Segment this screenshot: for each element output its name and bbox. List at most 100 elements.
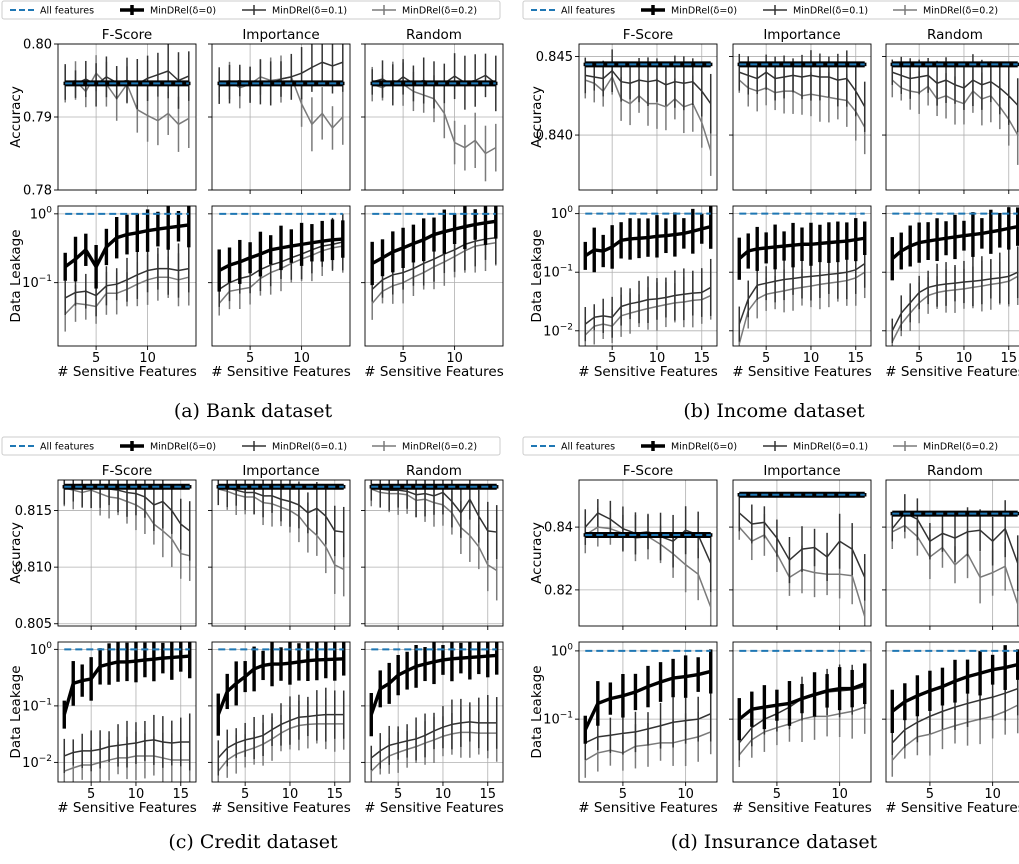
panel-title: F-Score bbox=[623, 463, 673, 479]
leakage-panel-1: 5 10 15 bbox=[208, 641, 351, 802]
x-tick-label: 10 bbox=[128, 787, 145, 802]
x-axis-label: # Sensitive Features bbox=[578, 364, 718, 380]
x-tick-label: 5 bbox=[762, 351, 770, 366]
panel-frame bbox=[578, 479, 718, 627]
x-tick-label: 15 bbox=[1000, 351, 1017, 366]
accuracy-panel-0: 0.82 0.84 bbox=[544, 479, 718, 630]
panel-series bbox=[216, 642, 346, 782]
legend-mindrel-0-label: MinDRel(δ=0) bbox=[671, 6, 737, 17]
panel-frame bbox=[578, 43, 718, 191]
panel-title: Importance bbox=[242, 27, 319, 43]
accuracy-panel-0: 0.805 0.810 0.815 bbox=[15, 479, 197, 632]
accuracy-axis-label: Accuracy bbox=[8, 522, 24, 584]
panel-series bbox=[370, 53, 498, 182]
panel-title: Importance bbox=[763, 463, 840, 479]
x-tick-label: 15 bbox=[326, 787, 343, 802]
panel-series bbox=[63, 206, 191, 332]
panel-frame bbox=[732, 205, 872, 347]
y-tick-label: 100 bbox=[30, 641, 53, 658]
leakage-panel-2: 5 10 15 bbox=[882, 205, 1019, 366]
leakage-panel-0: 5 10 15 10−2 10−1 100 bbox=[543, 205, 718, 366]
panel-frame bbox=[364, 641, 504, 783]
panel-frame bbox=[732, 479, 872, 627]
y-tick-label: 100 bbox=[30, 205, 53, 222]
legend-mindrel-02-label: MinDRel(δ=0.2) bbox=[402, 6, 477, 17]
leakage-panel-2: 5 10 15 bbox=[361, 641, 504, 802]
y-tick-label: 10−2 bbox=[543, 322, 573, 339]
panel-frame bbox=[364, 479, 504, 627]
panel-title: F-Score bbox=[102, 27, 152, 43]
x-axis-label: # Sensitive Features bbox=[364, 800, 504, 816]
x-tick-label: 5 bbox=[92, 351, 100, 366]
accuracy-axis-label: Accuracy bbox=[8, 86, 24, 148]
x-tick-label: 5 bbox=[394, 787, 402, 802]
panel-title: Importance bbox=[763, 27, 840, 43]
subfigure-caption: (a) Bank dataset bbox=[174, 400, 333, 422]
accuracy-panel-1 bbox=[208, 43, 351, 194]
panel-frame bbox=[211, 205, 351, 347]
x-axis-label: # Sensitive Features bbox=[211, 364, 351, 380]
panel-series bbox=[216, 480, 346, 597]
x-tick-label: 10 bbox=[803, 351, 820, 366]
x-tick-label: 5 bbox=[399, 351, 407, 366]
panel-series bbox=[583, 49, 713, 176]
panel-title: Random bbox=[406, 463, 462, 479]
x-tick-label: 15 bbox=[847, 351, 864, 366]
panel-title: Random bbox=[927, 27, 983, 43]
panel-series bbox=[62, 642, 192, 782]
leakage-axis-label: Data Leakage bbox=[8, 229, 24, 322]
subfigure-caption: (d) Insurance dataset bbox=[671, 831, 878, 853]
accuracy-axis-label: Accuracy bbox=[529, 522, 545, 584]
panel-series bbox=[217, 212, 345, 316]
leakage-panel-1: 5 10 bbox=[729, 641, 872, 802]
legend-all-features-label: All features bbox=[561, 442, 615, 453]
y-tick-label: 0.78 bbox=[23, 184, 52, 199]
x-tick-label: 5 bbox=[87, 787, 95, 802]
panel-series bbox=[370, 206, 498, 320]
legend-mindrel-0-label: MinDRel(δ=0) bbox=[150, 6, 216, 17]
accuracy-panel-1 bbox=[208, 479, 351, 630]
x-axis-label: # Sensitive Features bbox=[57, 800, 197, 816]
legend-all-features-label: All features bbox=[40, 442, 94, 453]
x-tick-label: 5 bbox=[773, 787, 781, 802]
y-tick-label: 0.805 bbox=[15, 617, 52, 632]
panel-series bbox=[737, 212, 867, 346]
x-tick-label: 10 bbox=[293, 351, 310, 366]
subfigure-4: All features MinDRel(δ=0) MinDRel(δ=0.1) Mi… bbox=[522, 436, 1019, 853]
y-tick-label: 0.82 bbox=[544, 583, 573, 598]
panel-frame bbox=[732, 43, 872, 191]
panel-frame bbox=[885, 43, 1019, 191]
y-tick-label: 100 bbox=[551, 205, 574, 222]
panel-series bbox=[890, 54, 1019, 165]
x-tick-label: 10 bbox=[446, 351, 463, 366]
leakage-axis-label: Data Leakage bbox=[529, 665, 545, 758]
y-tick-label: 10−1 bbox=[22, 274, 52, 291]
x-axis-label: # Sensitive Features bbox=[578, 800, 718, 816]
panel-series bbox=[737, 50, 867, 155]
y-tick-label: 0.840 bbox=[536, 129, 573, 144]
legend-mindrel-0-label: MinDRel(δ=0) bbox=[150, 442, 216, 453]
x-axis-label: # Sensitive Features bbox=[885, 364, 1019, 380]
accuracy-panel-2 bbox=[882, 479, 1019, 630]
leakage-panel-0: 5 10 10−1 100 bbox=[22, 205, 197, 366]
x-tick-label: 5 bbox=[619, 787, 627, 802]
panel-series bbox=[890, 494, 1019, 626]
legend-mindrel-01-label: MinDRel(δ=0.1) bbox=[272, 6, 347, 17]
panel-frame bbox=[885, 641, 1019, 783]
leakage-panel-0: 5 10 15 10−2 10−1 100 bbox=[22, 641, 197, 802]
legend-all-features-label: All features bbox=[561, 6, 615, 17]
x-tick-label: 15 bbox=[693, 351, 710, 366]
x-axis-label: # Sensitive Features bbox=[57, 364, 197, 380]
x-tick-label: 15 bbox=[479, 787, 496, 802]
legend-mindrel-02-label: MinDRel(δ=0.2) bbox=[923, 442, 998, 453]
leakage-panel-1: 5 10 bbox=[208, 205, 351, 366]
x-tick-label: 10 bbox=[984, 787, 1001, 802]
y-tick-label: 0.79 bbox=[23, 111, 52, 126]
leakage-panel-2: 5 10 bbox=[361, 205, 504, 366]
panel-frame bbox=[732, 641, 872, 783]
leakage-panel-1: 5 10 15 bbox=[729, 205, 872, 366]
x-tick-label: 10 bbox=[282, 787, 299, 802]
panel-frame bbox=[885, 205, 1019, 347]
panel-frame bbox=[211, 641, 351, 783]
y-tick-label: 0.845 bbox=[536, 50, 573, 65]
